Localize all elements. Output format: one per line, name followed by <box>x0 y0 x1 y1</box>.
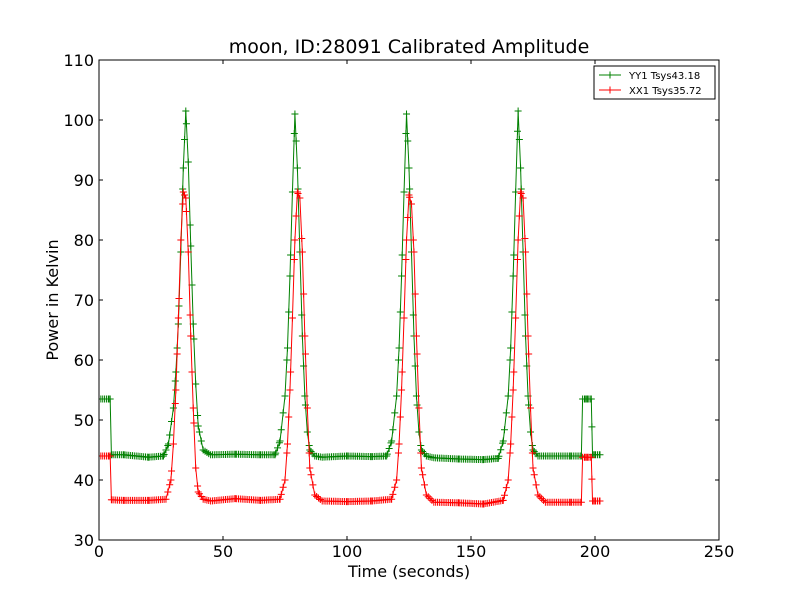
legend-label: XX1 Tsys35.72 <box>629 86 702 97</box>
y-tick-label: 110 <box>63 51 94 70</box>
legend-box <box>593 65 716 100</box>
y-axis-label: Power in Kelvin <box>43 239 62 360</box>
legend-label: YY1 Tsys43.18 <box>628 71 700 82</box>
chart-title: moon, ID:28091 Calibrated Amplitude <box>229 36 590 58</box>
series-yy1 <box>99 107 604 464</box>
x-axis-label: Time (seconds) <box>347 562 470 581</box>
legend-marker <box>606 86 614 94</box>
series-markers <box>99 107 604 464</box>
legend: YY1 Tsys43.18 XX1 Tsys35.72 <box>593 65 716 100</box>
x-tick-label: 0 <box>94 542 104 561</box>
y-tick-label: 80 <box>74 231 94 250</box>
x-tick-label: 250 <box>704 542 735 561</box>
legend-marker <box>606 71 614 79</box>
y-tick-label: 90 <box>74 171 94 190</box>
y-tick-label: 50 <box>74 411 94 430</box>
x-tick-label: 100 <box>332 542 363 561</box>
x-tick-label: 150 <box>456 542 487 561</box>
y-tick-label: 70 <box>74 291 94 310</box>
series-markers <box>99 188 604 508</box>
y-tick-label: 100 <box>63 111 94 130</box>
plot-area <box>99 107 604 508</box>
y-tick-label: 40 <box>74 471 94 490</box>
x-tick-label: 50 <box>213 542 233 561</box>
series-xx1 <box>99 188 604 508</box>
axis-ticks: 0 50 100 150 200 250 30 40 50 60 70 80 90 100 110 <box>63 51 734 561</box>
y-tick-label: 60 <box>74 351 94 370</box>
y-tick-label: 30 <box>74 531 94 550</box>
x-tick-label: 200 <box>580 542 611 561</box>
